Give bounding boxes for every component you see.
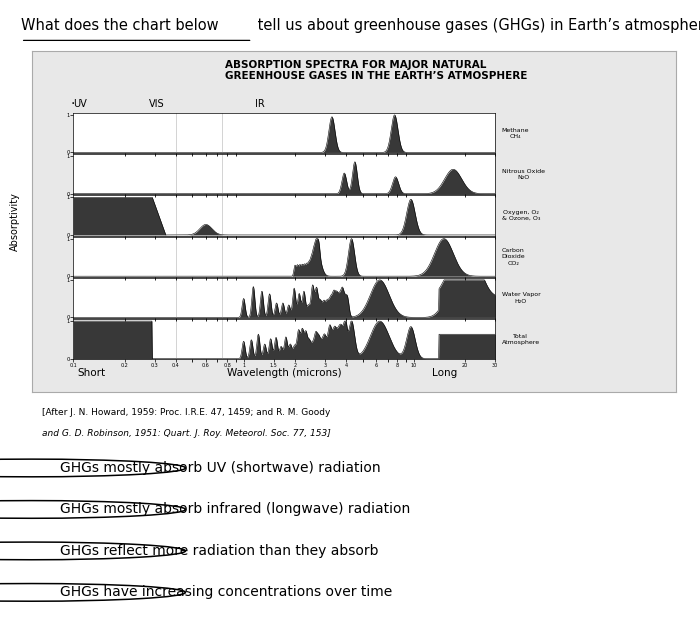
Text: IR: IR [256, 99, 265, 109]
Text: What does the chart below: What does the chart below [21, 17, 218, 33]
Text: Carbon
Dioxide
CO₂: Carbon Dioxide CO₂ [501, 248, 525, 265]
Text: Total
Atmosphere: Total Atmosphere [501, 334, 540, 345]
Text: Oxygen, O₂
& Ozone, O₃: Oxygen, O₂ & Ozone, O₃ [501, 210, 540, 221]
Text: GHGs mostly absorb UV (shortwave) radiation: GHGs mostly absorb UV (shortwave) radiat… [60, 461, 380, 475]
Text: Absorptivity: Absorptivity [10, 192, 20, 251]
Text: Wavelength (microns): Wavelength (microns) [227, 368, 342, 378]
Text: VIS: VIS [149, 99, 165, 109]
Text: GHGs have increasing concentrations over time: GHGs have increasing concentrations over… [60, 586, 392, 599]
Text: Water Vapor
H₂O: Water Vapor H₂O [501, 292, 540, 304]
Text: ABSORPTION SPECTRA FOR MAJOR NATURAL
GREENHOUSE GASES IN THE EARTH’S ATMOSPHERE: ABSORPTION SPECTRA FOR MAJOR NATURAL GRE… [225, 59, 527, 81]
Text: Methane
CH₄: Methane CH₄ [501, 128, 529, 138]
Text: Long: Long [432, 368, 457, 378]
Text: ·: · [71, 97, 80, 111]
Text: UV: UV [73, 99, 87, 109]
Text: Short: Short [78, 368, 106, 378]
Text: GHGs mostly absorb infrared (longwave) radiation: GHGs mostly absorb infrared (longwave) r… [60, 503, 409, 516]
Text: GHGs reflect more radiation than they absorb: GHGs reflect more radiation than they ab… [60, 544, 378, 558]
Text: [After J. N. Howard, 1959: Proc. I.R.E. 47, 1459; and R. M. Goody: [After J. N. Howard, 1959: Proc. I.R.E. … [42, 408, 330, 417]
Text: and G. D. Robinson, 1951: Quart. J. Roy. Meteorol. Soc. 77, 153]: and G. D. Robinson, 1951: Quart. J. Roy.… [42, 429, 330, 438]
Text: Nitrous Oxide
N₂O: Nitrous Oxide N₂O [501, 168, 545, 180]
Text: tell us about greenhouse gases (GHGs) in Earth’s atmosphere?: tell us about greenhouse gases (GHGs) in… [253, 17, 700, 33]
